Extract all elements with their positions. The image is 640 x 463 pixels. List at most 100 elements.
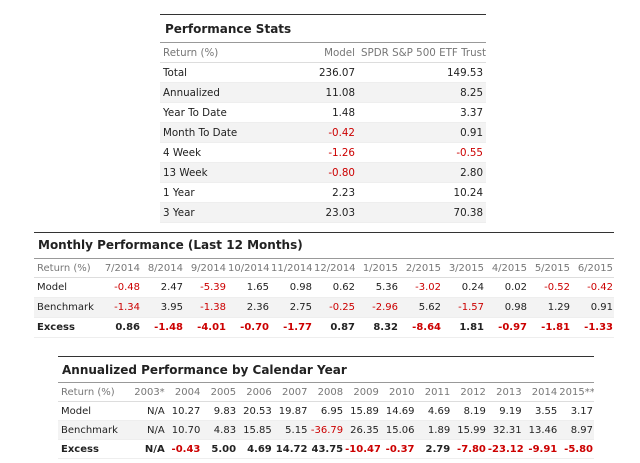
- table-row: Benchmark -1.34 3.95 -1.38 2.36 2.75 -0.25 -2.9…: [34, 297, 614, 318]
- table-cell: 4.69: [237, 439, 273, 459]
- table-cell: 1.29: [528, 297, 571, 318]
- table-row: 1 Year 2.23 10.24: [160, 182, 486, 203]
- col-header-period: 2013: [486, 383, 523, 402]
- table-cell: -0.55: [358, 142, 486, 163]
- col-header-benchmark: SPDR S&P 500 ETF Trust: [358, 43, 486, 63]
- table-cell: 15.99: [451, 420, 487, 440]
- table-cell: 15.06: [379, 420, 416, 440]
- row-label: 1 Year: [160, 182, 262, 203]
- col-header-period: 6/2015: [571, 259, 614, 278]
- row-label: Year To Date: [160, 102, 262, 123]
- table-row: 4 Week -1.26 -0.55: [160, 142, 486, 163]
- table-cell: 13.46: [522, 420, 559, 440]
- table-cell: -0.42: [571, 277, 614, 298]
- table-cell: -0.25: [313, 297, 356, 318]
- row-label: Annualized: [160, 82, 262, 103]
- table-row: Model -0.48 2.47 -5.39 1.65 0.98 0.62 5.36 -3.02…: [34, 277, 614, 298]
- table-cell: -8.64: [399, 317, 442, 338]
- table-cell: -36.79: [308, 420, 345, 440]
- col-header-period: 2015**: [558, 383, 594, 402]
- table-cell: 10.70: [165, 420, 202, 440]
- table-cell: 1.81: [442, 317, 485, 338]
- row-label: Total: [160, 62, 262, 83]
- row-label: 13 Week: [160, 162, 262, 183]
- col-header-period: 5/2015: [528, 259, 571, 278]
- table-cell: 8.25: [358, 82, 486, 103]
- table-cell: 8.32: [356, 317, 399, 338]
- table-cell: 0.02: [485, 277, 528, 298]
- table-cell: 236.07: [262, 62, 358, 83]
- table-cell: -3.02: [399, 277, 442, 298]
- monthly-performance-panel: Monthly Performance (Last 12 Months) Ret…: [34, 232, 614, 338]
- table-cell: 3.55: [522, 401, 559, 421]
- table-cell: 5.15: [272, 420, 309, 440]
- table-cell: 2.47: [141, 277, 184, 298]
- table-row: Model N/A 10.27 9.83 20.53 19.87 6.95 15.89 14.6…: [58, 401, 594, 421]
- table-cell: 32.31: [486, 420, 523, 440]
- table-cell: -2.96: [356, 297, 399, 318]
- performance-stats-title: Performance Stats: [160, 14, 486, 43]
- table-cell: 3.17: [558, 401, 594, 421]
- table-cell: -1.57: [442, 297, 485, 318]
- col-header-model: Model: [262, 43, 358, 63]
- table-cell: -0.43: [165, 439, 202, 459]
- table-cell: 3.37: [358, 102, 486, 123]
- table-cell: -1.77: [270, 317, 313, 338]
- table-cell: N/A: [130, 401, 166, 421]
- table-header-row: Return (%) Model SPDR S&P 500 ETF Trust: [160, 43, 486, 63]
- table-cell: 9.19: [486, 401, 523, 421]
- table-cell: 23.03: [262, 202, 358, 223]
- table-cell: 15.89: [344, 401, 380, 421]
- table-cell: 9.83: [201, 401, 238, 421]
- col-header-period: 2007: [272, 383, 309, 402]
- table-row: Year To Date 1.48 3.37: [160, 102, 486, 123]
- table-cell: 1.48: [262, 102, 358, 123]
- table-row: Excess N/A -0.43 5.00 4.69 14.72 43.75 -10.47 -0…: [58, 439, 594, 459]
- row-label: Model: [34, 277, 98, 298]
- col-header-period: 2009: [344, 383, 380, 402]
- col-header-period: 2006: [237, 383, 273, 402]
- col-header-period: 7/2014: [98, 259, 141, 278]
- row-label: 3 Year: [160, 202, 262, 223]
- table-row: 3 Year 23.03 70.38: [160, 202, 486, 223]
- table-cell: -5.39: [184, 277, 227, 298]
- table-cell: -1.48: [141, 317, 184, 338]
- row-label: Model: [58, 401, 130, 421]
- table-cell: 15.85: [237, 420, 273, 440]
- col-header-period: 10/2014: [227, 259, 270, 278]
- table-cell: 2.36: [227, 297, 270, 318]
- table-cell: -0.97: [485, 317, 528, 338]
- table-cell: -1.33: [571, 317, 614, 338]
- col-header-period: 12/2014: [313, 259, 356, 278]
- table-cell: -10.47: [344, 439, 380, 459]
- table-cell: 2.75: [270, 297, 313, 318]
- col-header-period: 2/2015: [399, 259, 442, 278]
- table-cell: -1.81: [528, 317, 571, 338]
- col-header-period: 2012: [451, 383, 487, 402]
- monthly-performance-table: Return (%) 7/2014 8/2014 9/2014 10/2014 11/20…: [34, 259, 614, 338]
- row-label: Excess: [58, 439, 130, 459]
- table-row: Excess 0.86 -1.48 -4.01 -0.70 -1.77 0.87 8.32 -8…: [34, 317, 614, 338]
- table-cell: 1.65: [227, 277, 270, 298]
- table-cell: -5.80: [558, 439, 594, 459]
- table-cell: 2.23: [262, 182, 358, 203]
- table-cell: -0.70: [227, 317, 270, 338]
- col-header-period: 2010: [379, 383, 416, 402]
- table-cell: -0.37: [379, 439, 416, 459]
- table-cell: 2.79: [415, 439, 452, 459]
- table-cell: 70.38: [358, 202, 486, 223]
- table-cell: 0.91: [571, 297, 614, 318]
- row-label: Excess: [34, 317, 98, 338]
- table-cell: 14.69: [379, 401, 416, 421]
- table-cell: -1.26: [262, 142, 358, 163]
- table-cell: 0.24: [442, 277, 485, 298]
- row-label: Month To Date: [160, 122, 262, 143]
- annualized-performance-panel: Annualized Performance by Calendar Year …: [58, 356, 594, 459]
- table-cell: 11.08: [262, 82, 358, 103]
- table-cell: 0.98: [485, 297, 528, 318]
- col-header-period: 9/2014: [184, 259, 227, 278]
- col-header-return: Return (%): [58, 383, 130, 402]
- table-cell: -9.91: [522, 439, 559, 459]
- table-row: Benchmark N/A 10.70 4.83 15.85 5.15 -36.79 26.3…: [58, 420, 594, 440]
- col-header-period: 2008: [308, 383, 345, 402]
